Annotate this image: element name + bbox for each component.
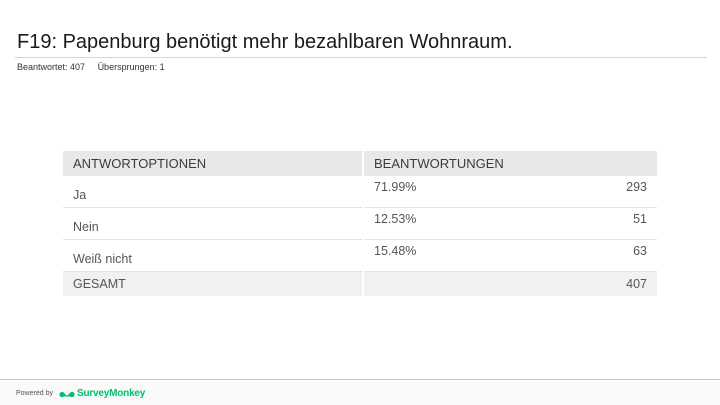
question-title: F19: Papenburg benötigt mehr bezahlbaren… bbox=[17, 31, 513, 53]
total-row: GESAMT 407 bbox=[63, 271, 657, 296]
header-responses: BEANTWORTUNGEN bbox=[363, 151, 657, 176]
footer-divider bbox=[0, 379, 720, 380]
response-cell: 71.99% 293 bbox=[363, 176, 657, 208]
results-table: ANTWORTOPTIONEN BEANTWORTUNGEN Ja 71.99%… bbox=[63, 151, 657, 296]
powered-by-label: Powered by bbox=[16, 389, 53, 397]
header-answer-options: ANTWORTOPTIONEN bbox=[63, 151, 364, 176]
answer-option: Ja bbox=[63, 176, 364, 208]
response-percent: 15.48% bbox=[374, 244, 417, 258]
response-stats: Beantwortet: 407 Übersprungen: 1 bbox=[17, 62, 165, 72]
total-label: GESAMT bbox=[63, 271, 364, 296]
table-row: Weiß nicht 15.48% 63 bbox=[63, 239, 657, 272]
response-count: 63 bbox=[633, 244, 647, 258]
table-row: Nein 12.53% 51 bbox=[63, 207, 657, 240]
response-percent: 71.99% bbox=[374, 180, 417, 194]
surveymonkey-logo-icon bbox=[59, 387, 75, 399]
title-divider bbox=[15, 57, 707, 58]
response-cell: 15.48% 63 bbox=[363, 239, 657, 272]
response-count: 293 bbox=[626, 180, 647, 194]
total-count: 407 bbox=[363, 271, 657, 296]
answer-option: Weiß nicht bbox=[63, 239, 364, 272]
answered-count: Beantwortet: 407 bbox=[17, 62, 86, 72]
skipped-count: Übersprungen: 1 bbox=[97, 62, 165, 72]
table-header-row: ANTWORTOPTIONEN BEANTWORTUNGEN bbox=[63, 151, 657, 176]
response-percent: 12.53% bbox=[374, 212, 417, 226]
footer-bar bbox=[0, 380, 720, 405]
response-count: 51 bbox=[633, 212, 647, 226]
response-cell: 12.53% 51 bbox=[363, 207, 657, 240]
powered-by: Powered by SurveyMonkey bbox=[16, 387, 145, 399]
surveymonkey-brand: SurveyMonkey bbox=[76, 387, 146, 399]
answer-option: Nein bbox=[63, 207, 364, 240]
table-row: Ja 71.99% 293 bbox=[63, 176, 657, 208]
